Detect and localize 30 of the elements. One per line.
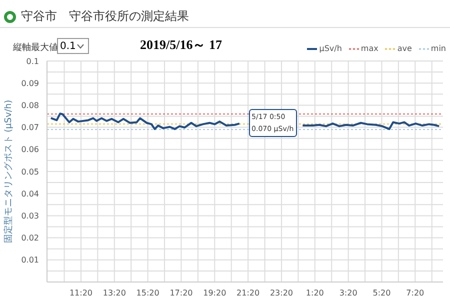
y-tick-label: 0.1 xyxy=(26,56,39,66)
y-axis-title: 固定型モニタリングポスト (μSv/h) xyxy=(3,100,14,244)
x-tick-label: 17:20 xyxy=(170,288,193,298)
dropdown-field: 0.1 xyxy=(57,38,89,54)
x-tick-label: 7:20 xyxy=(406,288,424,298)
y-tick-label: 0.03 xyxy=(21,212,39,221)
y-tick-label: 0.01 xyxy=(21,256,39,265)
x-tick-label: 3:20 xyxy=(339,288,358,298)
x-tick-label: 13:20 xyxy=(102,288,126,298)
y-tick-label: 0.04 xyxy=(21,189,39,198)
y-tick-label: 0.02 xyxy=(21,234,39,243)
x-tick-label: 1:20 xyxy=(306,288,324,298)
x-tick-label: 23:20 xyxy=(270,288,294,298)
chart-title: 2019/5/16～ 17 xyxy=(140,36,222,54)
text: 縦軸最大値 xyxy=(13,42,58,54)
x-tick-label: 19:20 xyxy=(203,288,226,298)
x-tick-label: 5:20 xyxy=(372,288,391,298)
y-tick-label: 0.07 xyxy=(21,123,39,132)
y-tick-label: 0.06 xyxy=(21,145,39,154)
y-tick-label: 0.05 xyxy=(21,167,39,176)
legend-label: ave xyxy=(396,44,412,53)
legend-label: max xyxy=(360,44,378,53)
chart-subtitle: 守谷市 守谷市役所の測定結果 xyxy=(21,8,189,25)
x-tick-label: 21:20 xyxy=(236,288,260,298)
x-tick-label: 11:20 xyxy=(69,288,93,298)
legend-label: min xyxy=(430,44,446,53)
legend-label: μSv/h xyxy=(318,44,342,53)
x-tick-label: 15:20 xyxy=(136,288,160,298)
y-tick-label: 0.08 xyxy=(21,101,39,110)
y-tick-label: 0.09 xyxy=(21,78,39,88)
